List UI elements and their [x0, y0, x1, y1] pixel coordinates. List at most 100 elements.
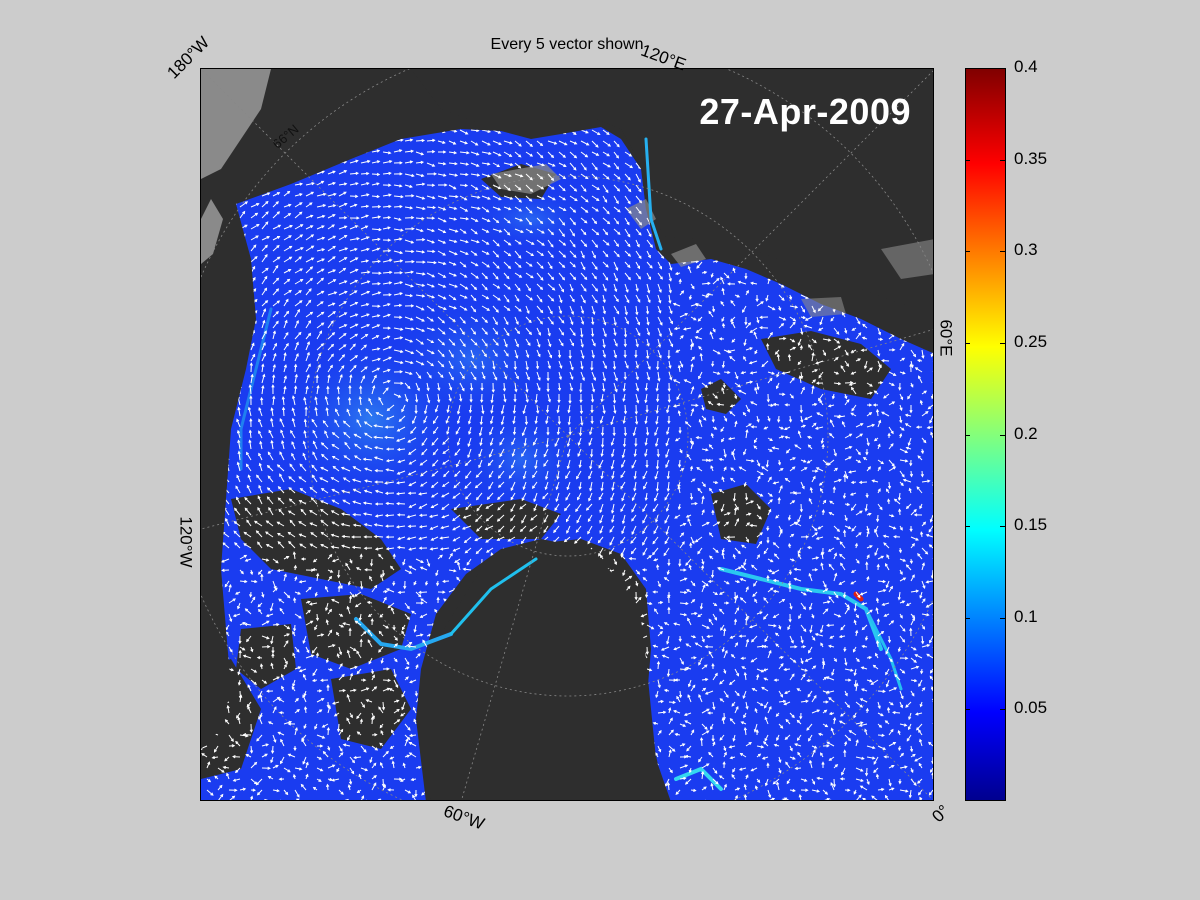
drift-vector — [459, 360, 465, 369]
drift-vector — [503, 228, 510, 236]
drift-vector-head — [475, 275, 479, 279]
drift-vector — [657, 349, 662, 358]
drift-vector-head — [750, 281, 754, 285]
drift-vector — [915, 367, 923, 373]
drift-vector-head — [871, 423, 876, 427]
drift-vector-head — [770, 403, 774, 407]
drift-vector-head — [448, 398, 452, 402]
drift-vector-head — [611, 475, 615, 480]
drift-vector-head — [464, 141, 468, 145]
drift-vector — [569, 316, 574, 325]
drift-vector — [311, 475, 318, 483]
drift-vector-head — [455, 229, 459, 233]
drift-vector-head — [387, 335, 391, 339]
drift-vector-head — [411, 227, 415, 231]
drift-vector — [459, 338, 466, 347]
drift-vector-head — [295, 319, 299, 324]
drift-vector-head — [583, 243, 588, 248]
drift-vector-head — [432, 196, 436, 200]
drift-vector — [509, 470, 516, 479]
drift-vector-head — [777, 462, 782, 466]
drift-vector-head — [487, 162, 491, 166]
drift-vector-head — [299, 300, 303, 304]
drift-vector-head — [509, 196, 514, 200]
drift-vector — [899, 459, 908, 462]
drift-vector — [250, 203, 259, 208]
drift-vector-head — [268, 429, 272, 434]
drift-vector-head — [279, 451, 283, 455]
drift-vector-head — [540, 265, 544, 269]
drift-vector-head — [658, 289, 662, 293]
drift-vector-head — [576, 476, 580, 480]
drift-vector-head — [845, 475, 849, 480]
drift-vector-head — [464, 274, 468, 278]
drift-vector-head — [914, 367, 919, 371]
drift-vector-head — [265, 221, 269, 225]
drift-vector — [315, 407, 318, 417]
drift-vector — [448, 162, 457, 165]
drift-vector-head — [333, 291, 338, 295]
drift-vector — [558, 184, 566, 191]
drift-vector-head — [462, 354, 466, 358]
drift-vector-head — [929, 420, 933, 424]
drift-vector-head — [409, 206, 414, 210]
drift-vector-head — [497, 475, 502, 479]
drift-vector-head — [291, 407, 295, 411]
drift-vector-head — [529, 188, 534, 193]
drift-vector-head — [734, 420, 738, 425]
drift-vector — [465, 459, 472, 466]
drift-vector-head — [759, 315, 763, 319]
drift-vector-head — [605, 189, 609, 194]
drift-vector-head — [869, 367, 873, 371]
drift-vector — [657, 272, 663, 280]
drift-vector — [514, 327, 520, 334]
drift-vector-head — [622, 420, 626, 425]
drift-vector — [360, 324, 370, 329]
drift-vector-head — [373, 424, 377, 428]
drift-vector — [514, 250, 522, 259]
drift-vector-head — [540, 207, 545, 211]
drift-vector — [602, 316, 606, 325]
drift-vector — [261, 236, 270, 241]
drift-vector-head — [540, 155, 544, 159]
drift-vector-head — [281, 406, 286, 411]
drift-vector — [558, 338, 564, 346]
drift-vector — [426, 349, 435, 354]
drift-vector — [501, 404, 505, 414]
drift-vector — [470, 338, 478, 346]
drift-vector — [665, 459, 670, 468]
drift-vector-head — [749, 371, 754, 375]
drift-vector — [635, 217, 642, 226]
drift-vector-head — [525, 399, 529, 403]
drift-vector — [459, 393, 462, 401]
drift-vector — [393, 281, 403, 285]
drift-vector-head — [628, 210, 632, 214]
drift-vector-head — [635, 311, 639, 316]
drift-vector — [294, 268, 303, 274]
drift-vector-head — [500, 431, 503, 435]
drift-vector-head — [893, 373, 897, 376]
drift-vector-head — [286, 310, 290, 314]
drift-vector-head — [499, 453, 503, 458]
drift-vector-head — [821, 443, 825, 448]
drift-vector — [624, 250, 631, 257]
drift-vector — [514, 316, 519, 325]
drift-vector-head — [508, 173, 512, 178]
drift-vector-head — [456, 442, 460, 446]
drift-vector — [272, 353, 277, 362]
drift-vector-head — [920, 450, 925, 455]
drift-vector-head — [868, 412, 873, 416]
drift-vector — [479, 426, 483, 436]
drift-vector-head — [580, 344, 584, 348]
drift-vector-head — [670, 321, 673, 325]
drift-vector-head — [506, 299, 510, 303]
drift-vector-head — [516, 330, 521, 335]
drift-vector — [327, 235, 336, 241]
drift-vector-head — [828, 432, 833, 437]
drift-vector-head — [845, 352, 849, 356]
drift-vector — [602, 195, 608, 203]
drift-vector — [503, 316, 509, 325]
drift-vector-head — [411, 327, 415, 331]
drift-vector — [448, 349, 454, 358]
drift-vector-head — [354, 225, 359, 229]
